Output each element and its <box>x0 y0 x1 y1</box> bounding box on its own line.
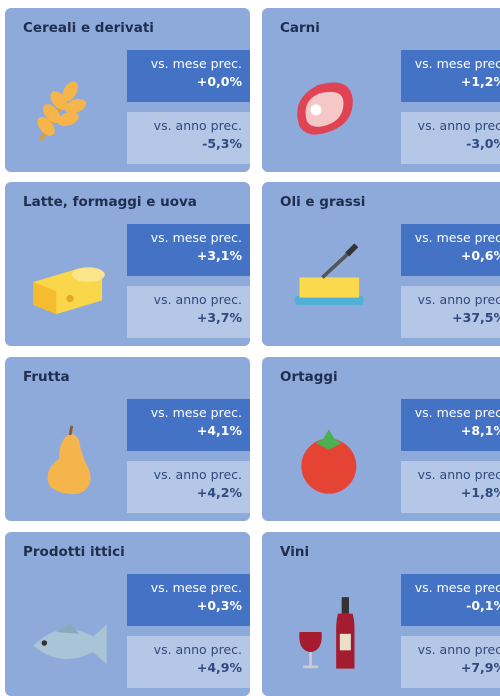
category-card: Frutta vs. mese prec. +4,1% vs. anno prec. +… <box>5 357 250 521</box>
year-label: vs. anno prec. <box>417 292 500 307</box>
food-icon <box>297 82 353 135</box>
year-value: -3,0% <box>466 136 500 151</box>
food-icon <box>33 622 107 665</box>
year-value: -5,3% <box>202 136 242 151</box>
month-value: +0,6% <box>460 248 500 263</box>
food-icon <box>37 81 87 142</box>
month-label: vs. mese prec. <box>150 580 242 595</box>
card-title: Latte, formaggi e uova <box>23 194 197 210</box>
food-icon <box>33 267 105 315</box>
year-label: vs. anno prec. <box>153 642 242 657</box>
year-value: +4,2% <box>196 485 242 500</box>
year-value: +3,7% <box>196 310 242 325</box>
month-value: -0,1% <box>466 598 500 613</box>
category-card: Prodotti ittici vs. mese prec. +0,3% vs. an… <box>5 532 250 696</box>
month-box: vs. mese prec. +0,6% <box>401 224 500 276</box>
year-box: vs. anno prec. -5,3% <box>127 112 250 164</box>
year-value: +37,5% <box>452 310 500 325</box>
year-label: vs. anno prec. <box>153 118 242 133</box>
card-title: Carni <box>280 20 320 36</box>
month-box: vs. mese prec. +1,2% <box>401 50 500 102</box>
year-box: vs. anno prec. +4,9% <box>127 636 250 688</box>
month-value: +1,2% <box>460 74 500 89</box>
month-box: vs. mese prec. +8,1% <box>401 399 500 451</box>
food-icon <box>301 429 357 494</box>
month-label: vs. mese prec. <box>150 405 242 420</box>
month-value: +3,1% <box>196 248 242 263</box>
year-value: +1,8% <box>460 485 500 500</box>
year-label: vs. anno prec. <box>417 642 500 657</box>
month-box: vs. mese prec. -0,1% <box>401 574 500 626</box>
month-label: vs. mese prec. <box>414 580 500 595</box>
month-box: vs. mese prec. +3,1% <box>127 224 250 276</box>
year-label: vs. anno prec. <box>153 467 242 482</box>
year-box: vs. anno prec. +3,7% <box>127 286 250 338</box>
month-label: vs. mese prec. <box>150 56 242 71</box>
year-label: vs. anno prec. <box>417 467 500 482</box>
category-card: Carni vs. mese prec. +1,2% vs. anno prec. -3… <box>262 8 500 172</box>
month-box: vs. mese prec. +0,0% <box>127 50 250 102</box>
year-box: vs. anno prec. +1,8% <box>401 461 500 513</box>
month-value: +4,1% <box>196 423 242 438</box>
month-label: vs. mese prec. <box>414 405 500 420</box>
month-box: vs. mese prec. +0,3% <box>127 574 250 626</box>
card-title: Ortaggi <box>280 369 338 385</box>
year-label: vs. anno prec. <box>153 292 242 307</box>
month-label: vs. mese prec. <box>150 230 242 245</box>
category-card: Ortaggi vs. mese prec. +8,1% vs. anno prec.… <box>262 357 500 521</box>
card-title: Cereali e derivati <box>23 20 154 36</box>
month-value: +0,0% <box>196 74 242 89</box>
month-value: +8,1% <box>460 423 500 438</box>
card-title: Vini <box>280 544 310 560</box>
month-value: +0,3% <box>196 598 242 613</box>
year-value: +4,9% <box>196 660 242 675</box>
category-card: Vini vs. mese prec. -0,1% vs. anno prec. +7,… <box>262 532 500 696</box>
month-box: vs. mese prec. +4,1% <box>127 399 250 451</box>
category-card: Oli e grassi vs. mese prec. +0,6% vs. anno … <box>262 182 500 346</box>
month-label: vs. mese prec. <box>414 230 500 245</box>
year-box: vs. anno prec. +37,5% <box>401 286 500 338</box>
food-icon <box>299 597 355 669</box>
category-card: Latte, formaggi e uova vs. mese prec. +3,1… <box>5 182 250 346</box>
year-box: vs. anno prec. +7,9% <box>401 636 500 688</box>
year-label: vs. anno prec. <box>417 118 500 133</box>
year-box: vs. anno prec. +4,2% <box>127 461 250 513</box>
year-box: vs. anno prec. -3,0% <box>401 112 500 164</box>
food-icon <box>47 425 91 494</box>
year-value: +7,9% <box>460 660 500 675</box>
card-title: Prodotti ittici <box>23 544 125 560</box>
card-title: Frutta <box>23 369 70 385</box>
month-label: vs. mese prec. <box>414 56 500 71</box>
card-title: Oli e grassi <box>280 194 366 210</box>
food-icon <box>294 243 364 305</box>
category-card: Cereali e derivati vs. mese prec. +0,0% vs.… <box>5 8 250 172</box>
